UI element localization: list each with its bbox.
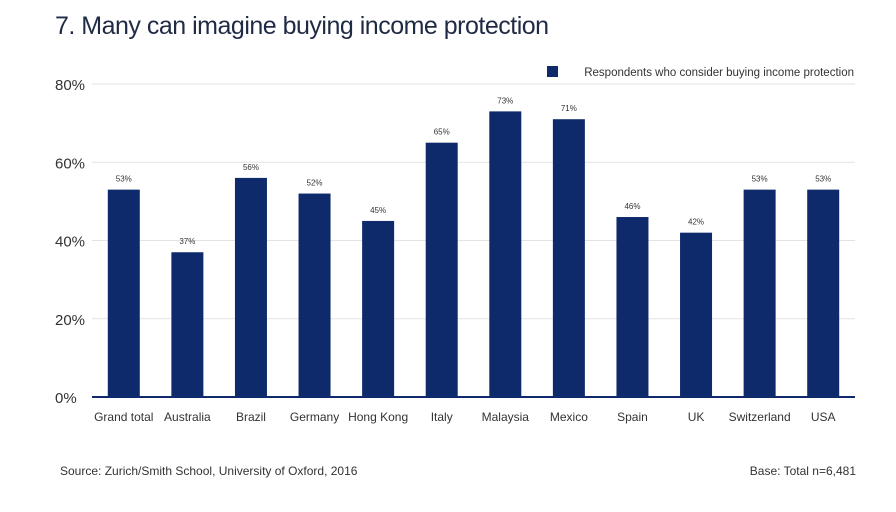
x-tick-label: USA [811, 410, 836, 424]
x-tick-label: Brazil [236, 410, 266, 424]
x-tick-label: Australia [164, 410, 211, 424]
data-label: 45% [370, 206, 386, 215]
data-label: 56% [243, 163, 259, 172]
data-label: 53% [116, 175, 132, 184]
data-label: 53% [752, 175, 768, 184]
x-tick-label: Mexico [550, 410, 588, 424]
y-tick-label: 40% [55, 234, 85, 251]
data-label: 46% [624, 202, 640, 211]
x-tick-label: Spain [617, 410, 648, 424]
y-tick-label: 60% [55, 155, 85, 172]
bar [298, 193, 331, 397]
bar [425, 142, 458, 397]
bar [616, 217, 649, 397]
bar [680, 232, 713, 397]
bar [743, 189, 776, 397]
bar [362, 220, 395, 397]
bar [107, 189, 140, 397]
source-note: Source: Zurich/Smith School, University … [60, 464, 358, 478]
data-label: 71% [561, 104, 577, 113]
x-tick-label: Germany [290, 410, 339, 424]
legend-swatch [547, 66, 558, 77]
legend-label: Respondents who consider buying income p… [584, 67, 854, 79]
base-note: Base: Total n=6,481 [749, 464, 856, 478]
data-label: 52% [307, 179, 323, 188]
bar [807, 189, 840, 397]
data-label: 37% [179, 237, 195, 246]
x-tick-label: Hong Kong [348, 410, 408, 424]
bar [171, 252, 204, 397]
x-tick-label: UK [688, 410, 705, 424]
y-tick-label: 0% [55, 390, 77, 407]
x-tick-label: Switzerland [729, 410, 791, 424]
data-label: 65% [434, 128, 450, 137]
y-tick-label: 80% [55, 77, 85, 94]
x-tick-label: Malaysia [482, 410, 530, 424]
bar [234, 177, 267, 397]
bar [552, 119, 585, 398]
data-label: 53% [815, 175, 831, 184]
x-tick-label: Italy [431, 410, 453, 424]
y-tick-label: 20% [55, 312, 85, 329]
chart-title: 7. Many can imagine buying income protec… [55, 12, 549, 40]
bar [489, 111, 522, 397]
data-label: 73% [497, 96, 513, 105]
x-tick-label: Grand total [94, 410, 153, 424]
data-label: 42% [688, 218, 704, 227]
